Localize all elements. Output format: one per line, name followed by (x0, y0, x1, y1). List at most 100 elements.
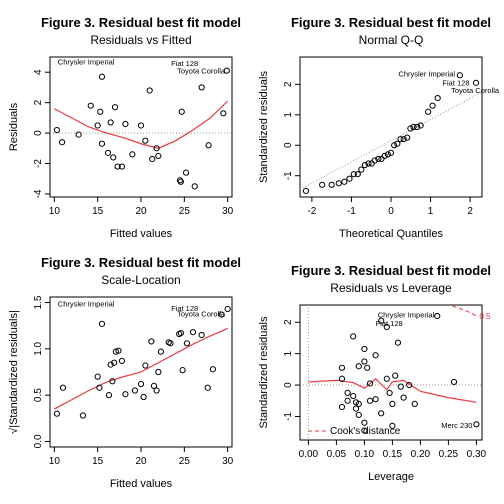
scale-location-panel: Figure 3. Residual best fit model Scale-L… (8, 255, 241, 490)
data-point (53, 410, 61, 417)
x-axis-label: Fitted values (110, 478, 173, 490)
data-point (417, 122, 424, 129)
data-point (137, 122, 145, 129)
data-point (406, 381, 413, 389)
data-point (97, 108, 104, 115)
y-axis-label: √|Standardized residuals| (8, 310, 20, 434)
y-axis-label: Residuals (8, 102, 20, 151)
data-point (472, 79, 480, 86)
residuals-vs-fitted-panel: Figure 3. Residual best fit model Residua… (8, 15, 241, 240)
data-point (328, 181, 335, 188)
data-point (361, 358, 368, 365)
data-point (400, 394, 407, 401)
data-point (59, 384, 67, 391)
data-point (122, 120, 129, 128)
data-point (178, 108, 185, 115)
legend-label: Cook's distance (330, 426, 401, 437)
data-point (378, 410, 385, 417)
chart-subtitle: Normal Q-Q (359, 33, 424, 47)
x-tick-label: 20 (135, 456, 147, 467)
data-point (146, 87, 153, 94)
data-point (110, 154, 117, 161)
data-point (142, 137, 149, 144)
y-axis-label: Standardized residuals (258, 71, 270, 183)
data-point (105, 392, 113, 399)
data-point (104, 149, 112, 156)
data-point (389, 400, 396, 407)
data-point (350, 333, 357, 340)
data-point (223, 67, 230, 74)
point-label: Fiat 128 (376, 319, 403, 328)
data-point (191, 183, 198, 190)
data-point (94, 122, 101, 129)
data-point (361, 419, 368, 426)
cooks-distance-label: 0.5 (479, 312, 491, 321)
x-tick-label: 30 (222, 206, 234, 217)
data-point (107, 361, 114, 368)
data-point (400, 136, 407, 143)
data-point (456, 72, 463, 79)
data-point (404, 134, 411, 141)
data-point (129, 151, 136, 158)
x-tick-label: -2 (307, 206, 316, 217)
point-label: Chrysler Imperial (58, 299, 115, 308)
y-tick-label: 0 (283, 142, 294, 148)
x-tick-label: 25 (179, 206, 191, 217)
x-tick-label: 1 (428, 206, 434, 217)
data-point (220, 110, 227, 117)
y-tick-label: 1 (283, 112, 294, 118)
data-point (381, 152, 388, 160)
data-point (372, 396, 379, 403)
data-point (118, 357, 126, 364)
chart-subtitle: Scale-Location (101, 273, 180, 287)
x-tick-label: 25 (179, 456, 191, 467)
data-point (387, 149, 395, 156)
chart-subtitle: Residuals vs Fitted (90, 33, 191, 47)
point-label: Toyota Corolla (177, 67, 226, 76)
data-point (355, 400, 362, 407)
data-point (410, 123, 417, 131)
data-point (344, 389, 351, 397)
y-tick-label: 2 (33, 99, 44, 105)
data-point (366, 380, 374, 387)
data-point (179, 367, 186, 374)
smooth-line (54, 327, 228, 410)
data-point (205, 142, 212, 149)
x-tick-label: 10 (49, 206, 61, 217)
data-point (53, 126, 61, 134)
plot-frame (49, 56, 233, 198)
x-tick-label: 0 (388, 206, 394, 217)
y-tick-label: 2 (283, 319, 294, 325)
data-point (371, 157, 378, 164)
point-label: Merc 230 (441, 421, 472, 430)
data-point (368, 160, 375, 167)
x-tick-label: 0.15 (383, 449, 403, 460)
data-point (365, 160, 372, 167)
data-point (118, 163, 126, 170)
data-point (204, 384, 211, 391)
data-point (109, 378, 116, 385)
point-label: Fiat 128 (171, 304, 198, 313)
data-point (153, 387, 160, 394)
data-point (87, 102, 94, 109)
point-label: Chrysler Imperial (398, 70, 455, 79)
x-axis-label: Fitted values (110, 228, 173, 240)
data-point (383, 375, 390, 382)
data-point (153, 145, 160, 152)
data-point (75, 131, 82, 138)
chart-title: Figure 3. Residual best fit model (291, 15, 491, 30)
y-tick-label: -2 (33, 159, 44, 168)
point-label: Fiat 128 (171, 59, 198, 68)
plot-frame (299, 304, 483, 441)
data-point (372, 352, 379, 359)
data-point (391, 142, 398, 149)
data-point (319, 181, 326, 188)
data-point (167, 340, 174, 347)
data-point (140, 393, 147, 401)
data-point (364, 364, 371, 371)
y-tick-label: 2 (283, 81, 294, 87)
data-point (378, 317, 385, 324)
data-point (338, 403, 346, 411)
data-point (111, 359, 118, 366)
